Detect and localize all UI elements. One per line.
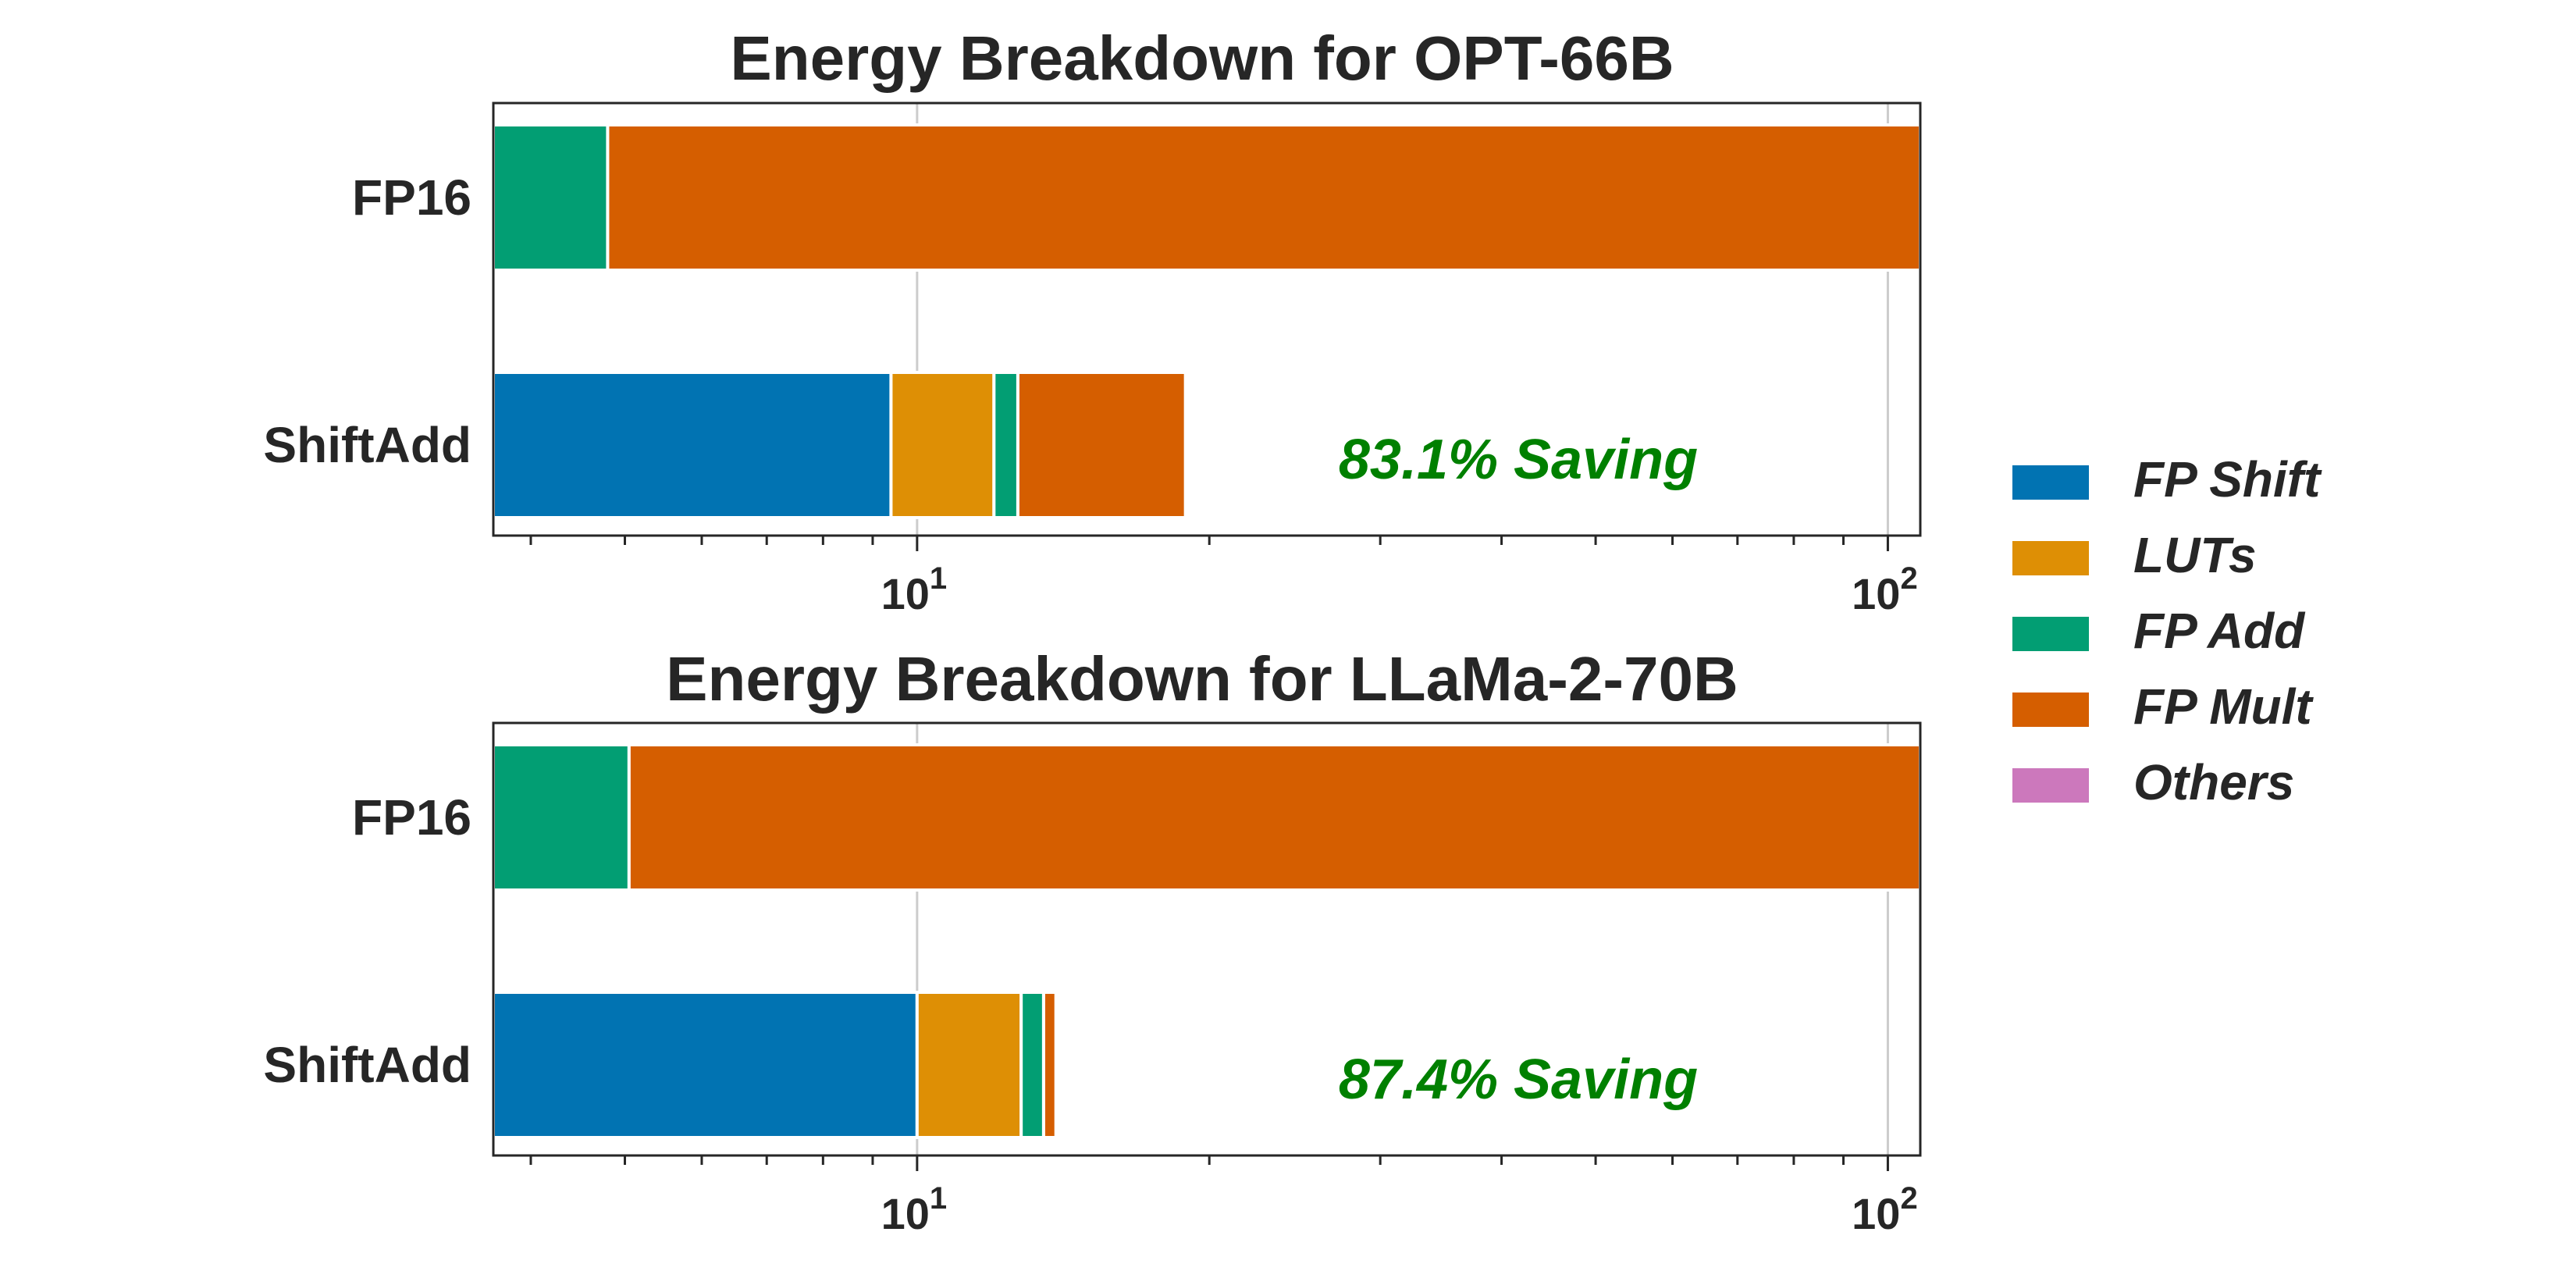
category-label: FP16	[352, 169, 471, 226]
bar-segment-fp-mult	[606, 123, 1923, 272]
chart-opt-66b: Energy Breakdown for OPT-66B 101 102 FP16…	[263, 23, 1923, 618]
bars	[492, 123, 1923, 519]
tick-label: 102	[1852, 561, 1918, 618]
legend: FP Shift LUTs FP Add FP Mult Others	[2012, 451, 2322, 810]
plot-frame	[492, 101, 1922, 537]
legend-swatch	[2012, 693, 2089, 727]
legend-swatch	[2012, 768, 2089, 803]
tick-label: 101	[881, 1181, 948, 1238]
bar-segment-luts	[889, 371, 996, 519]
legend-label: Others	[2133, 754, 2294, 810]
category-label: ShiftAdd	[263, 1037, 471, 1093]
tick-label: 102	[1852, 1181, 1918, 1238]
legend-label: FP Add	[2133, 603, 2306, 659]
saving-annotation: 83.1% Saving	[1339, 429, 1698, 491]
bar-segment-fp-add	[492, 123, 610, 272]
chart-title: Energy Breakdown for OPT-66B	[730, 23, 1674, 93]
legend-label: LUTs	[2133, 527, 2257, 583]
x-axis-ticks: 101 102	[529, 1155, 1918, 1238]
bar-segment-luts	[915, 991, 1023, 1139]
bar-segment-fp-mult	[1041, 991, 1058, 1139]
bar-segment-fp-shift	[492, 371, 893, 519]
plot-frame	[492, 721, 1922, 1157]
bar-segment-fp-add	[992, 371, 1019, 519]
x-axis-ticks: 101 102	[529, 536, 1918, 618]
chart-llama-2-70b: Energy Breakdown for LLaMa-2-70B 101 102 …	[263, 644, 1922, 1238]
y-axis-categories: FP16 ShiftAdd	[263, 789, 471, 1093]
chart-title: Energy Breakdown for LLaMa-2-70B	[666, 644, 1738, 714]
y-axis-categories: FP16 ShiftAdd	[263, 169, 471, 473]
bar-segment-fp-add	[492, 743, 631, 892]
category-label: ShiftAdd	[263, 417, 471, 473]
tick-label: 101	[881, 561, 948, 618]
bars	[492, 743, 1922, 1139]
bar-segment-fp-add	[1019, 991, 1045, 1139]
legend-swatch	[2012, 617, 2089, 651]
bar-segment-fp-mult	[1016, 371, 1187, 519]
legend-label: FP Mult	[2133, 678, 2314, 735]
bar-segment-fp-mult	[627, 743, 1922, 892]
legend-swatch	[2012, 465, 2089, 500]
category-label: FP16	[352, 789, 471, 846]
legend-label: FP Shift	[2133, 451, 2322, 507]
legend-swatch	[2012, 541, 2089, 575]
saving-annotation: 87.4% Saving	[1339, 1049, 1698, 1111]
bar-segment-fp-shift	[492, 991, 919, 1139]
